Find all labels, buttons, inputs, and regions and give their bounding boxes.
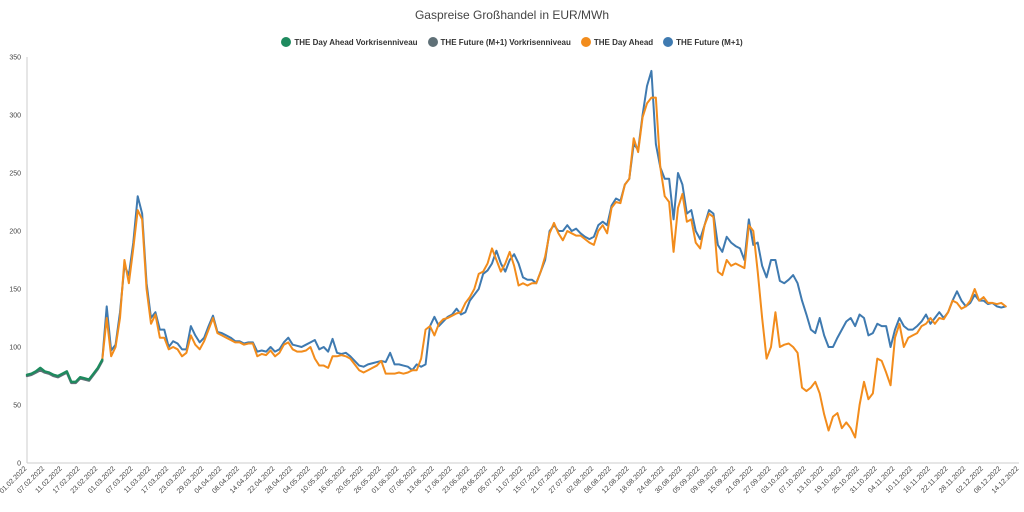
legend: THE Day Ahead Vorkrisenniveau THE Future… — [0, 37, 1024, 47]
y-tick-label: 100 — [9, 345, 21, 352]
legend-item-future[interactable]: THE Future (M+1) — [663, 37, 743, 47]
y-tick-label: 350 — [9, 55, 21, 62]
y-tick-label: 0 — [17, 461, 21, 468]
legend-item-future-vorkrise[interactable]: THE Future (M+1) Vorkrisenniveau — [427, 37, 571, 47]
series-line-the-future-m-1[interactable] — [101, 69, 1007, 372]
legend-marker-future-vorkrise — [427, 37, 438, 47]
legend-label-day-ahead-vorkrise: THE Day Ahead Vorkrisenniveau — [294, 37, 418, 47]
legend-marker-day-ahead — [580, 37, 591, 47]
series-line-the-day-ahead-vorkrisenniveau[interactable] — [25, 358, 104, 383]
legend-label-future-vorkrise: THE Future (M+1) Vorkrisenniveau — [440, 37, 571, 47]
y-tick-label: 200 — [9, 229, 21, 236]
legend-label-day-ahead: THE Day Ahead — [593, 37, 654, 47]
series-line-the-day-ahead[interactable] — [101, 96, 1007, 439]
legend-marker-day-ahead-vorkrise — [281, 37, 292, 47]
y-tick-label: 300 — [9, 113, 21, 120]
legend-marker-future — [663, 37, 674, 47]
chart-title: Gaspreise Großhandel in EUR/MWh — [414, 8, 610, 22]
y-tick-label: 50 — [13, 403, 21, 410]
y-tick-label: 150 — [9, 287, 21, 294]
legend-label-future: THE Future (M+1) — [676, 37, 743, 47]
legend-item-day-ahead-vorkrise[interactable]: THE Day Ahead Vorkrisenniveau — [281, 37, 418, 47]
y-tick-label: 250 — [9, 171, 21, 178]
legend-item-day-ahead[interactable]: THE Day Ahead — [580, 37, 654, 47]
